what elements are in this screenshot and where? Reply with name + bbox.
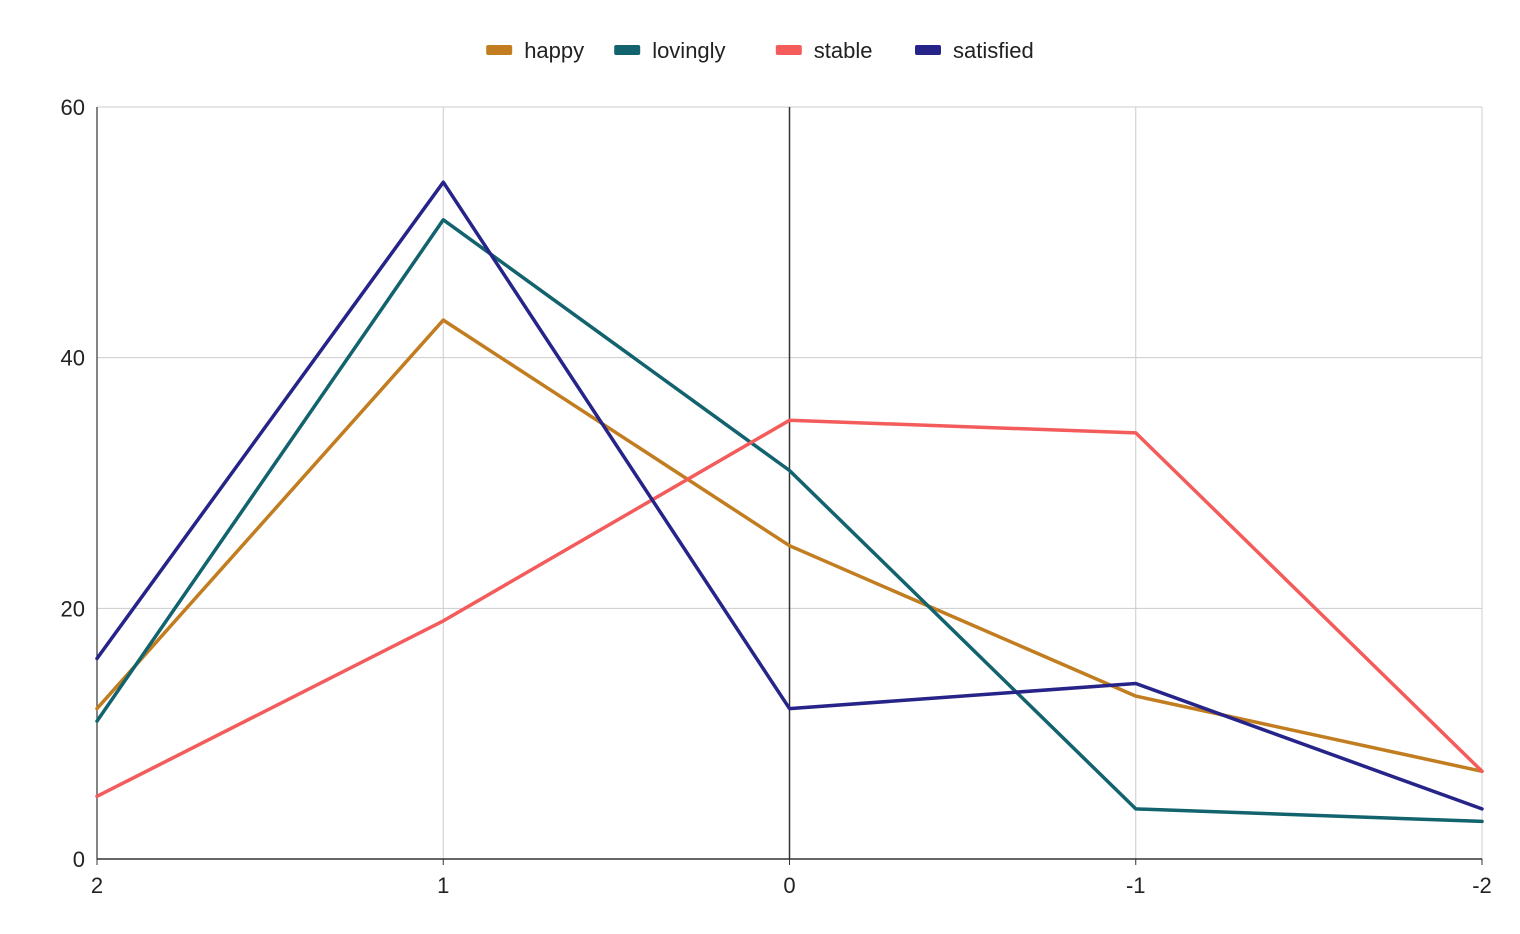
- x-axis-ticks: 2 1 0 -1 -2: [91, 873, 1492, 898]
- y-axis-ticks: 0 20 40 60: [61, 95, 85, 872]
- axes: [96, 107, 1483, 865]
- legend-swatch: [486, 45, 513, 55]
- legend-item-stable[interactable]: stable: [775, 38, 873, 63]
- legend-item-lovingly[interactable]: lovingly: [614, 38, 726, 63]
- series-line-stable: [95, 418, 1484, 799]
- legend: happy lovingly stable satisfied: [486, 38, 1034, 63]
- legend-swatch: [614, 45, 641, 55]
- y-tick-label: 0: [73, 847, 85, 872]
- y-tick-label: 20: [61, 596, 85, 621]
- x-tick-label: -1: [1126, 873, 1146, 898]
- legend-swatch: [915, 45, 941, 55]
- legend-label: stable: [814, 38, 873, 63]
- y-tick-label: 40: [61, 346, 85, 371]
- legend-label: lovingly: [652, 38, 725, 63]
- legend-label: satisfied: [953, 38, 1034, 63]
- series-line-happy: [95, 318, 1484, 774]
- legend-swatch: [775, 45, 802, 55]
- y-tick-label: 60: [61, 95, 85, 120]
- legend-label: happy: [524, 38, 584, 63]
- x-tick-label: 0: [783, 873, 795, 898]
- legend-item-satisfied[interactable]: satisfied: [915, 38, 1034, 63]
- legend-item-happy[interactable]: happy: [486, 38, 584, 63]
- gridlines: [96, 106, 1483, 859]
- x-tick-label: 2: [91, 873, 103, 898]
- x-tick-label: -2: [1472, 873, 1492, 898]
- x-tick-label: 1: [437, 873, 449, 898]
- series-line-satisfied: [95, 180, 1484, 811]
- series-line-lovingly: [95, 218, 1484, 824]
- series-lines: [95, 180, 1484, 824]
